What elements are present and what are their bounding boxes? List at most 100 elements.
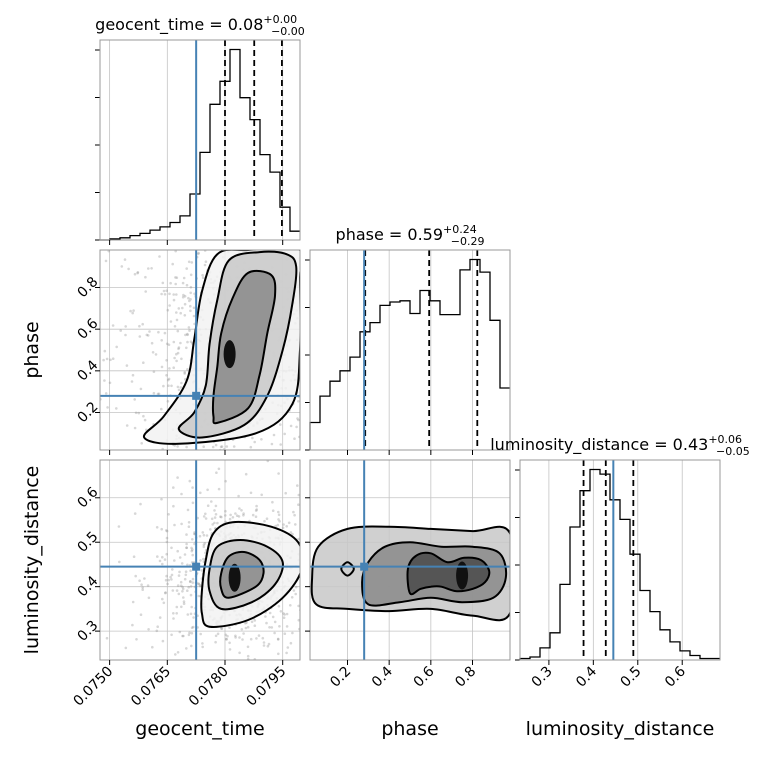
sample-point <box>264 175 267 178</box>
sample-point <box>302 325 305 328</box>
sample-point <box>192 512 195 515</box>
axes-frame <box>309 459 511 661</box>
sample-point <box>95 427 98 430</box>
sample-point <box>186 332 189 336</box>
sample-point <box>143 452 146 455</box>
sample-point <box>169 320 173 323</box>
sample-point <box>271 468 274 471</box>
sample-point <box>334 329 337 332</box>
sample-point <box>114 463 117 466</box>
sample-point <box>133 512 137 515</box>
sample-point <box>90 346 93 349</box>
sample-point <box>323 291 326 294</box>
sample-point <box>189 569 192 572</box>
sample-point <box>320 424 323 427</box>
sample-point <box>179 386 183 389</box>
sample-point <box>281 526 285 530</box>
histogram-step-luminosity_distance <box>519 468 720 660</box>
sample-point <box>141 586 144 589</box>
sample-point <box>199 632 202 636</box>
sample-point <box>182 293 185 297</box>
contour-line <box>219 550 265 599</box>
sample-point <box>314 310 317 313</box>
sample-point <box>181 306 184 310</box>
sample-point <box>239 672 242 675</box>
sample-point <box>306 318 309 321</box>
sample-point <box>128 210 131 213</box>
sample-point <box>285 462 288 465</box>
sample-point <box>190 549 194 553</box>
sample-point <box>133 426 137 430</box>
sample-point <box>183 455 186 458</box>
sample-point <box>164 591 167 594</box>
sample-point <box>136 271 140 274</box>
x-tick-label: 0.8 <box>452 664 479 691</box>
sample-point <box>175 612 178 615</box>
density-peak <box>223 340 236 369</box>
sample-point <box>190 644 193 648</box>
sample-point <box>270 442 274 446</box>
sample-point <box>181 457 184 460</box>
sample-point <box>234 636 237 639</box>
sample-point <box>296 417 299 420</box>
sample-point <box>183 302 187 306</box>
sample-point <box>271 509 275 512</box>
sample-point <box>202 195 205 198</box>
sample-point <box>178 556 182 559</box>
sample-point <box>124 325 127 328</box>
sample-point <box>143 577 146 580</box>
sample-point <box>173 325 177 328</box>
sample-point <box>180 605 183 609</box>
sample-point <box>136 244 139 247</box>
sample-point <box>127 476 130 479</box>
sample-point <box>214 634 218 638</box>
sample-point <box>103 349 107 353</box>
sample-point <box>238 651 241 655</box>
sample-point <box>228 465 231 468</box>
sample-point <box>206 202 209 205</box>
sample-point <box>171 262 174 266</box>
sample-point <box>336 335 339 338</box>
sample-point <box>171 243 174 246</box>
density-peak <box>228 563 241 592</box>
sample-point <box>201 642 204 645</box>
sample-point <box>253 624 257 627</box>
sample-point <box>166 582 169 586</box>
sample-point <box>188 329 191 332</box>
sample-point <box>184 570 188 573</box>
sample-point <box>129 507 132 510</box>
sample-point <box>251 436 254 440</box>
sample-point <box>276 637 280 641</box>
sample-point <box>104 259 108 263</box>
sample-point <box>283 613 286 616</box>
sample-point <box>181 590 184 593</box>
sample-point <box>344 402 347 405</box>
sample-point <box>244 621 247 625</box>
sample-point <box>332 357 335 360</box>
sample-point <box>165 536 169 540</box>
sample-point <box>204 260 208 264</box>
sample-point <box>297 537 300 541</box>
sample-point <box>288 488 291 491</box>
histogram-step-geocent_time <box>100 48 300 241</box>
sample-point <box>175 318 179 322</box>
sample-point <box>306 318 309 321</box>
sample-point <box>180 381 183 385</box>
sample-point <box>274 524 277 528</box>
sample-point <box>187 585 190 589</box>
sample-point <box>293 437 296 441</box>
sample-point <box>177 237 180 240</box>
sample-point <box>173 559 176 562</box>
sample-point <box>186 508 190 512</box>
panel-title-phase: phase = 0.59+0.24 −0.29 <box>336 223 485 248</box>
sample-point <box>125 364 129 367</box>
y-axis-label-phase: phase <box>21 321 43 378</box>
sample-point <box>285 625 289 628</box>
sample-point <box>146 584 150 587</box>
sample-point <box>164 480 167 483</box>
sample-point <box>144 275 147 279</box>
sample-point <box>336 384 339 387</box>
sample-point <box>246 654 250 658</box>
sample-point <box>253 682 256 685</box>
sample-point <box>263 519 266 523</box>
